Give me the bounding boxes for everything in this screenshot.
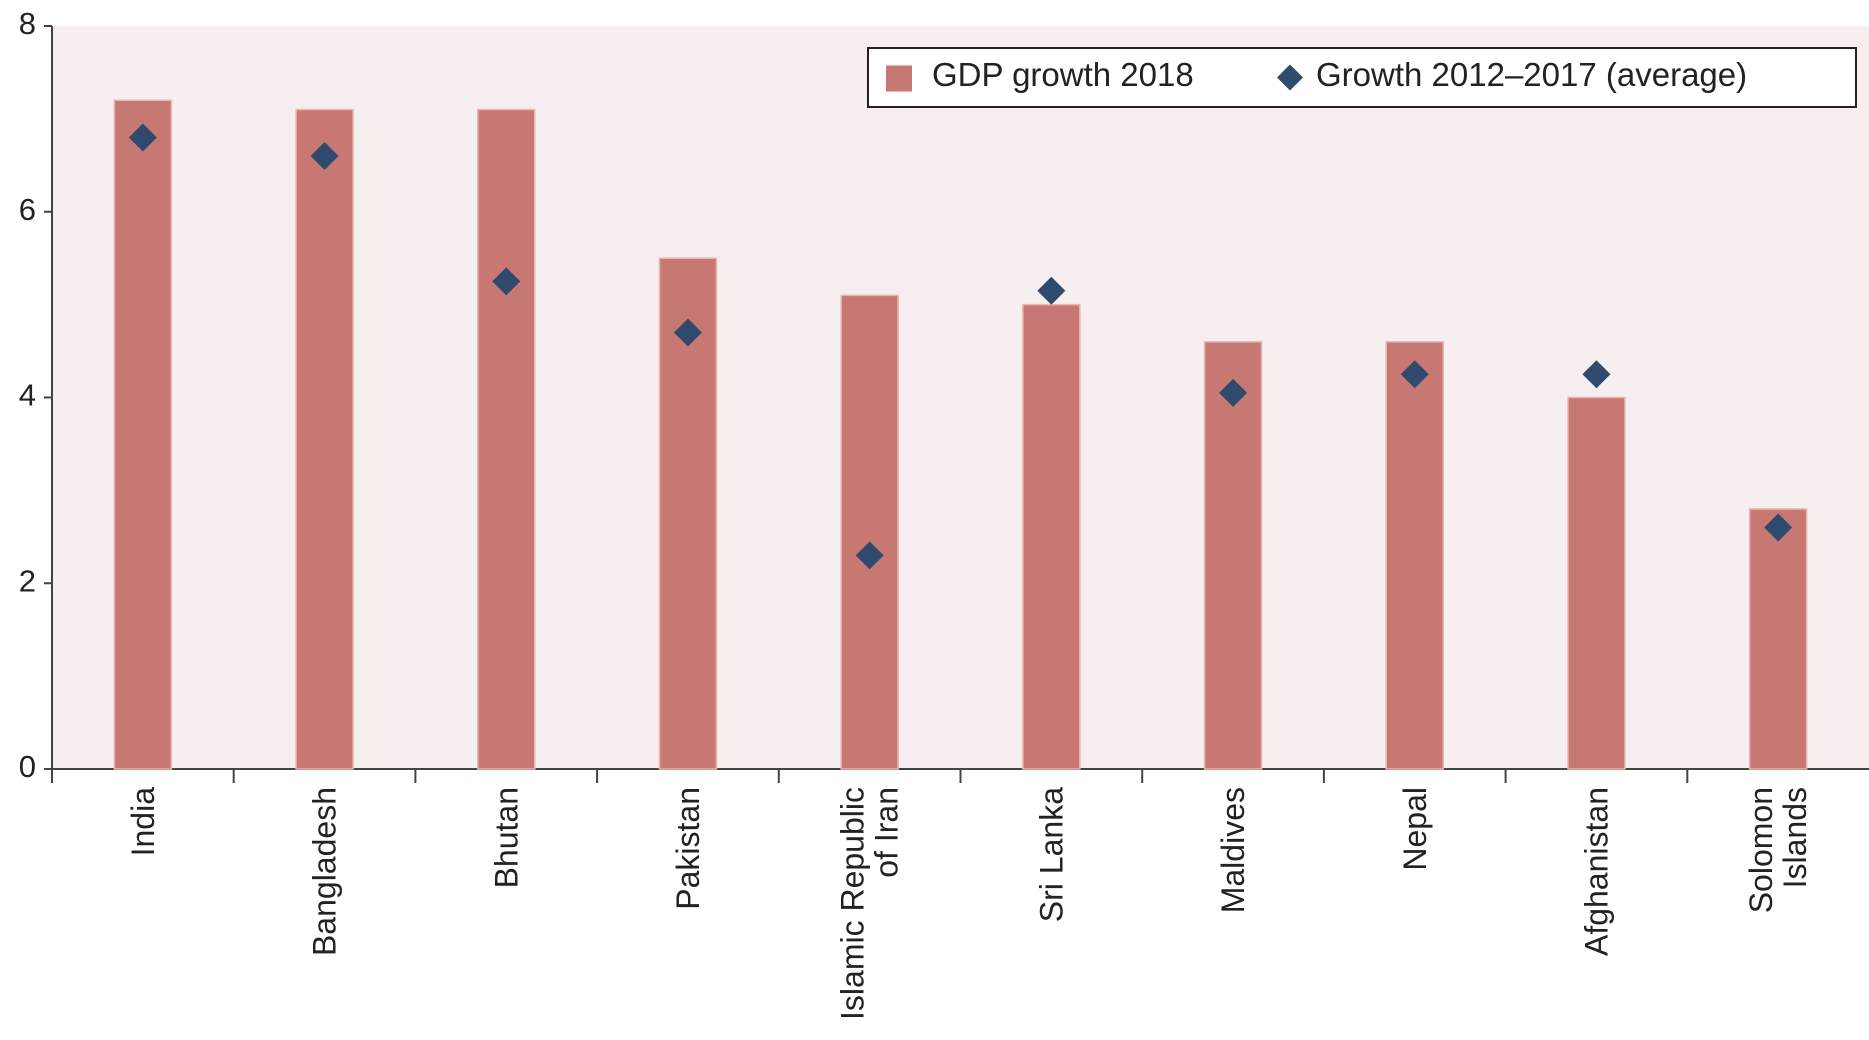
- x-tick-label-group: Bhutan: [488, 787, 524, 888]
- bar: [1567, 396, 1626, 770]
- y-tick-label: 0: [19, 749, 36, 784]
- x-tick-label: Nepal: [1397, 787, 1433, 871]
- bar: [113, 99, 173, 770]
- x-tick-label-group: India: [125, 787, 161, 857]
- plot-background: [52, 26, 1869, 769]
- x-tick-label-group: Islamic Republicof Iran: [835, 787, 905, 1020]
- diamond-marker: [310, 142, 339, 171]
- x-tick-label-group: Afghanistan: [1578, 787, 1614, 956]
- x-tick-label-group: Maldives: [1215, 787, 1251, 913]
- y-tick-label: 8: [19, 6, 36, 41]
- y-tick-label: 4: [19, 378, 36, 413]
- x-tick-label: Islamic Republicof Iran: [835, 787, 905, 1020]
- x-tick-label-group: Pakistan: [670, 787, 706, 910]
- x-tick-label: India: [125, 787, 161, 857]
- x-tick-label: Bangladesh: [307, 787, 343, 956]
- bar: [1385, 341, 1444, 770]
- diamond-marker: [1582, 360, 1611, 389]
- legend-box: [867, 47, 1857, 108]
- bar: [477, 108, 536, 770]
- bar: [1748, 508, 1808, 770]
- x-tick-label: SolomonIslands: [1743, 787, 1813, 913]
- bar: [1203, 341, 1263, 770]
- diamond-marker: [1037, 276, 1066, 305]
- diamond-marker: [855, 541, 884, 570]
- diamond-marker: [492, 267, 521, 296]
- x-tick-label-group: Bangladesh: [307, 787, 343, 956]
- x-tick-label-group: SolomonIslands: [1743, 787, 1813, 913]
- x-tick-label-group: Nepal: [1397, 787, 1433, 871]
- y-tick-label: 2: [19, 563, 36, 598]
- x-tick-label: Pakistan: [670, 787, 706, 910]
- diamond-marker: [673, 318, 702, 347]
- x-tick-label-group: Sri Lanka: [1033, 787, 1069, 922]
- y-tick-label: 6: [19, 192, 36, 227]
- bar: [1022, 303, 1081, 770]
- x-tick-label: Sri Lanka: [1033, 787, 1069, 922]
- bar: [295, 108, 354, 770]
- diamond-marker: [1764, 513, 1793, 542]
- bar: [840, 294, 899, 770]
- legend-marker: [1277, 64, 1303, 91]
- diamond-marker: [1219, 378, 1248, 407]
- x-tick-label: Maldives: [1215, 787, 1251, 913]
- diamond-marker: [128, 123, 157, 152]
- legend-label: GDP growth 2018: [932, 56, 1194, 93]
- x-tick-label: Bhutan: [488, 787, 524, 888]
- legend-label: Growth 2012–2017 (average): [1316, 56, 1747, 93]
- diamond-marker: [1400, 360, 1429, 389]
- x-tick-label: Afghanistan: [1578, 787, 1614, 956]
- legend-swatch: [886, 65, 912, 92]
